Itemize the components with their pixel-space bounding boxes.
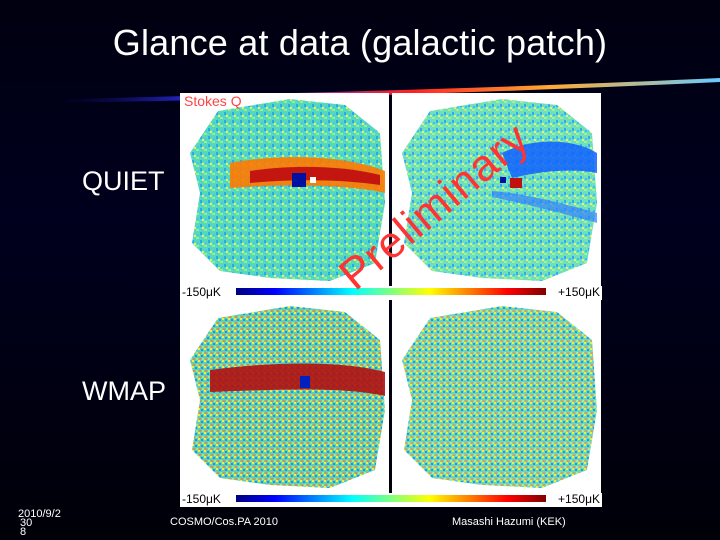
stokes-u-label: Stokes U: [396, 93, 453, 109]
colorbar-max: +150μK: [558, 492, 600, 506]
quiet-maps: Stokes Q Stokes U -150μK +150μK: [180, 93, 602, 300]
footer-date: 2010/9/2: [18, 508, 61, 520]
footer-event: COSMO/Cos.PA 2010: [170, 516, 279, 528]
colorbar-gradient: [236, 495, 546, 502]
footer-page-2: 8: [20, 526, 27, 538]
slide-title: Glance at data (galactic patch): [112, 22, 608, 63]
wmap-stokes-q-map: [180, 300, 389, 493]
wmap-maps: -150μK +150μK: [180, 300, 602, 507]
wmap-stokes-u-map: [392, 300, 601, 493]
colorbar-max: +150μK: [558, 285, 600, 299]
quiet-stokes-q-map: Stokes Q: [180, 93, 389, 286]
quiet-colorbar: -150μK +150μK: [180, 285, 602, 300]
quiet-stokes-u-map: Stokes U: [392, 93, 601, 286]
footer-author: Masashi Hazumi (KEK): [452, 516, 566, 528]
wmap-colorbar: -150μK +150μK: [180, 492, 602, 507]
wmap-label: WMAP: [82, 376, 166, 406]
colorbar-min: -150μK: [182, 492, 221, 506]
colorbar-min: -150μK: [182, 285, 221, 299]
stokes-q-label: Stokes Q: [184, 93, 242, 109]
quiet-label: QUIET: [82, 166, 165, 196]
footer-page: 30: [20, 517, 33, 529]
colorbar-gradient: [236, 288, 546, 295]
